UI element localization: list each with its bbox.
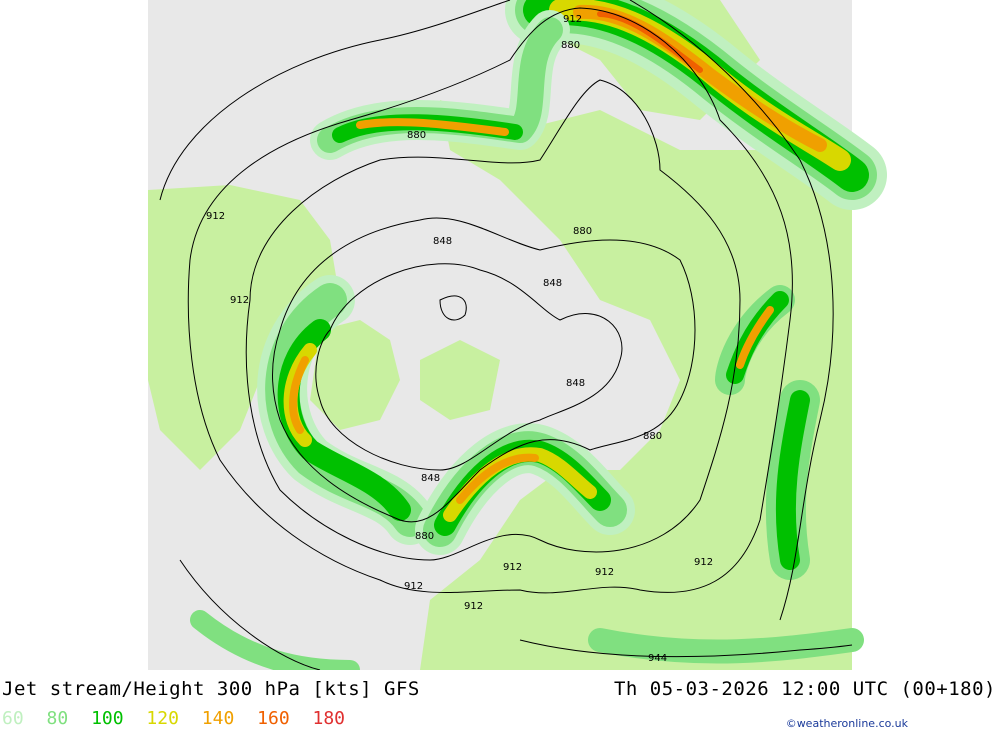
legend-item: 100 — [91, 708, 124, 729]
contour-label: 912 — [230, 295, 249, 306]
contour-label: 880 — [407, 130, 426, 141]
contour-label: 912 — [404, 581, 423, 592]
contour-label: 944 — [648, 653, 667, 664]
contour-label: 848 — [433, 236, 452, 247]
contour-label: 848 — [566, 378, 585, 389]
jet-bands — [190, 0, 887, 670]
contour-label: 912 — [206, 211, 225, 222]
legend-item: 80 — [46, 708, 69, 729]
contour-label: 848 — [421, 473, 440, 484]
contour-label: 912 — [563, 14, 582, 25]
legend-item: 60 — [2, 708, 24, 729]
jet-stream-map: 912 880 880 912 912 848 880 848 848 880 … — [148, 0, 887, 670]
jet-band-atlantic — [257, 275, 435, 545]
contour-label: 912 — [464, 601, 483, 612]
contour-label: 880 — [561, 40, 580, 51]
jet-band-asia — [190, 285, 864, 670]
speed-legend: 60 80 100 120 140 160 180 — [2, 708, 357, 729]
contour-labels: 912 880 880 912 912 848 880 848 848 880 … — [206, 14, 713, 664]
contour-label: 880 — [573, 226, 592, 237]
credit-link[interactable]: ©weatheronline.co.uk — [785, 717, 908, 730]
contour-label: 912 — [503, 562, 522, 573]
contour-label: 848 — [543, 278, 562, 289]
jet-band-pacific — [505, 0, 887, 210]
legend-item: 180 — [312, 708, 346, 729]
forecast-datetime: Th 05-03-2026 12:00 UTC (00+180) — [613, 678, 996, 700]
legend-item: 140 — [201, 708, 235, 729]
legend-item: 160 — [257, 708, 290, 729]
contour-label: 912 — [694, 557, 713, 568]
jet-band-north — [310, 10, 570, 160]
height-contours — [159, 0, 853, 670]
contour-label: 880 — [415, 531, 434, 542]
contour-label: 912 — [595, 567, 614, 578]
contour-label: 880 — [643, 431, 662, 442]
legend-item: 120 — [146, 708, 179, 729]
chart-title: Jet stream/Height 300 hPa [kts] GFS — [2, 678, 420, 700]
jet-band-europe — [415, 423, 635, 555]
